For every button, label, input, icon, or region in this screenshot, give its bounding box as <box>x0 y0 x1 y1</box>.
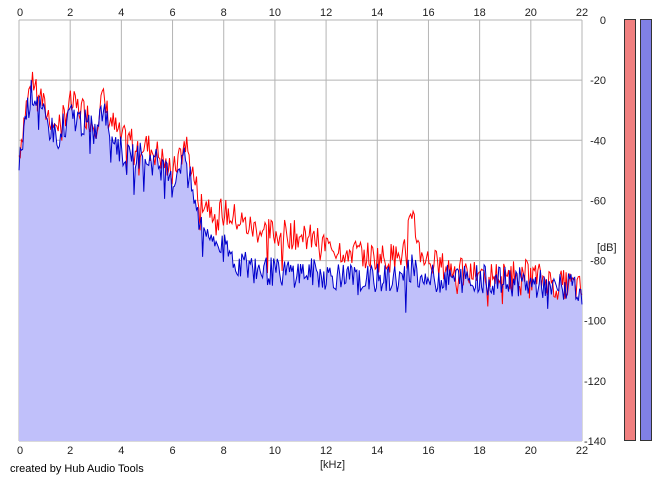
y-tick-label: -140 <box>584 436 606 448</box>
x-tick-label-top: 6 <box>169 7 175 19</box>
series-layer <box>18 71 583 313</box>
x-axis-unit-label: [kHz] <box>320 459 345 471</box>
y-tick-label: -120 <box>584 376 606 388</box>
series-line-red <box>18 71 583 307</box>
y-tick-label: -100 <box>584 316 606 328</box>
x-tick-label-bottom: 4 <box>118 445 124 457</box>
y-axis-unit-label: [dB] <box>597 242 617 254</box>
x-tick-label-bottom: 18 <box>474 445 486 457</box>
y-tick-label: -60 <box>590 195 606 207</box>
x-tick-label-top: 14 <box>371 7 383 19</box>
x-tick-label-bottom: 12 <box>320 445 332 457</box>
x-tick-label-bottom: 6 <box>169 445 175 457</box>
x-tick-label-bottom: 14 <box>371 445 383 457</box>
x-tick-label-top: 10 <box>269 7 281 19</box>
x-tick-label-top: 18 <box>474 7 486 19</box>
x-tick-label-bottom: 20 <box>525 445 537 457</box>
credit-text: created by Hub Audio Tools <box>10 463 144 475</box>
x-tick-label-top: 16 <box>422 7 434 19</box>
x-tick-label-bottom: 8 <box>221 445 227 457</box>
x-tick-label-top: 2 <box>67 7 73 19</box>
x-tick-label-top: 4 <box>118 7 124 19</box>
x-tick-label-top: 12 <box>320 7 332 19</box>
level-meter-right <box>640 19 652 441</box>
y-tick-label: -40 <box>590 135 606 147</box>
x-tick-label-bottom: 16 <box>422 445 434 457</box>
x-tick-label-top: 8 <box>221 7 227 19</box>
level-meter-left <box>624 19 636 441</box>
y-tick-label: 0 <box>600 15 606 27</box>
x-tick-label-bottom: 10 <box>269 445 281 457</box>
level-meter-left-fill <box>624 19 636 441</box>
x-tick-label-top: 22 <box>576 7 588 19</box>
x-tick-label-bottom: 2 <box>67 445 73 457</box>
x-tick-label-bottom: 0 <box>17 445 23 457</box>
y-tick-label: -80 <box>590 256 606 268</box>
x-tick-label-bottom: 22 <box>576 445 588 457</box>
level-meter-right-fill <box>640 19 652 441</box>
x-tick-label-top: 20 <box>525 7 537 19</box>
tick-layer: 002244668810101212141416161818202022220-… <box>17 7 606 457</box>
y-tick-label: -20 <box>590 75 606 87</box>
x-tick-label-top: 0 <box>17 7 23 19</box>
series-line-blue <box>18 80 583 313</box>
